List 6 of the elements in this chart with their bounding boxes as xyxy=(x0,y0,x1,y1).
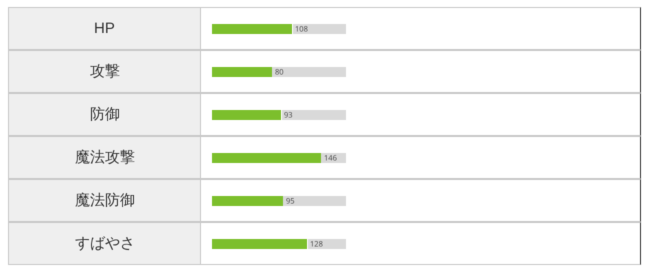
y-tick-label: HP xyxy=(94,20,115,37)
y-tick-label: 攻撃 xyxy=(90,63,120,80)
y-tick-label: 魔法攻撃 xyxy=(75,149,135,166)
y-tick-label: 魔法防御 xyxy=(75,192,135,209)
y-tick-label: 防御 xyxy=(90,106,120,123)
y-tick-label: すばやさ xyxy=(75,235,135,252)
